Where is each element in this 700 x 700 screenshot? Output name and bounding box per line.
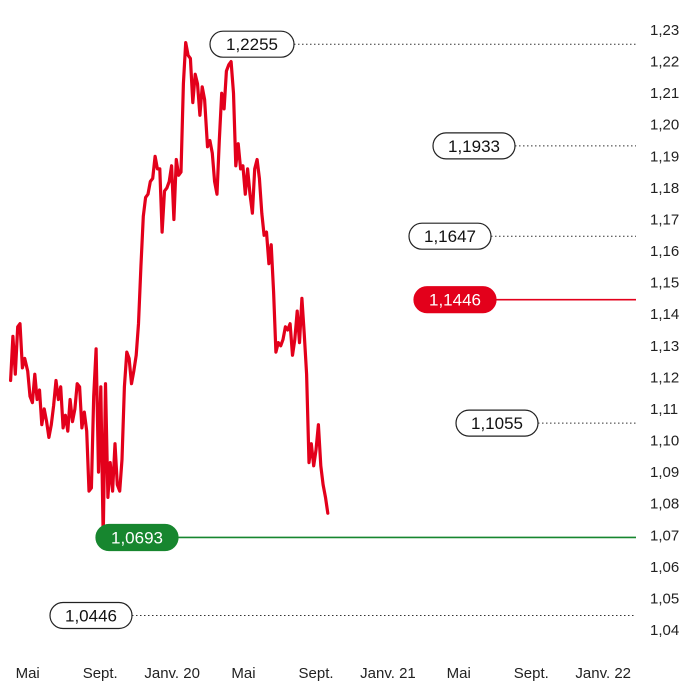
y-tick-label: 1,19 [650, 148, 679, 165]
y-tick-label: 1,16 [650, 243, 679, 260]
y-tick-label: 1,06 [650, 559, 679, 576]
value-label-badge [455, 409, 539, 437]
value-label: 1,0446 [65, 606, 117, 625]
y-tick-label: 1,23 [650, 22, 679, 39]
value-label: 1,1933 [448, 137, 500, 156]
x-tick-label: Janv. 22 [575, 665, 631, 682]
value-label-badge [209, 30, 295, 58]
y-tick-label: 1,18 [650, 180, 679, 197]
x-tick-label: Mai [447, 665, 471, 682]
y-tick-label: 1,13 [650, 338, 679, 355]
x-tick-label: Sept. [514, 665, 549, 682]
y-tick-label: 1,20 [650, 117, 679, 134]
price-series [9, 41, 330, 540]
reference-lines [132, 43, 636, 616]
x-tick-label: Sept. [83, 665, 118, 682]
value-label: 1,1647 [424, 227, 476, 246]
y-tick-label: 1,09 [650, 464, 679, 481]
y-tick-label: 1,07 [650, 527, 679, 544]
value-label-badge [413, 286, 497, 314]
y-tick-label: 1,08 [650, 496, 679, 513]
x-axis-ticks: Mai Sept. Janv. 20 Mai Sept. Janv. 21 Mai Sept.… [16, 665, 631, 682]
x-tick-label: Mai [231, 665, 255, 682]
value-label-badge [49, 601, 133, 630]
value-labels: 1,2255 1,1933 1,1647 1,1446 1,1055 1,0693 1,04… [49, 30, 539, 630]
y-axis-ticks: 1,04 1,05 1,06 1,07 1,08 1,09 1,10 1,11 1,12 1,13… [650, 22, 679, 639]
y-tick-label: 1,10 [650, 433, 679, 450]
x-tick-label: Sept. [299, 665, 334, 682]
x-tick-label: Janv. 21 [360, 665, 416, 682]
y-tick-label: 1,11 [650, 401, 678, 418]
x-tick-label: Mai [16, 665, 40, 682]
y-tick-label: 1,04 [650, 622, 679, 639]
value-label-badge [432, 132, 516, 160]
y-tick-label: 1,05 [650, 590, 679, 607]
y-tick-label: 1,22 [650, 54, 679, 71]
value-label: 1,1055 [471, 414, 523, 433]
value-label: 1,0693 [111, 528, 163, 547]
series-line [9, 41, 330, 540]
x-tick-label: Janv. 20 [144, 665, 200, 682]
y-tick-label: 1,21 [650, 85, 679, 102]
y-tick-label: 1,15 [650, 275, 679, 292]
value-label: 1,2255 [226, 35, 278, 54]
y-tick-label: 1,12 [650, 369, 679, 386]
value-label-badge [408, 222, 492, 250]
value-label-badge [95, 523, 179, 552]
value-label: 1,1446 [429, 291, 481, 310]
y-tick-label: 1,14 [650, 306, 679, 323]
y-tick-label: 1,17 [650, 211, 679, 228]
